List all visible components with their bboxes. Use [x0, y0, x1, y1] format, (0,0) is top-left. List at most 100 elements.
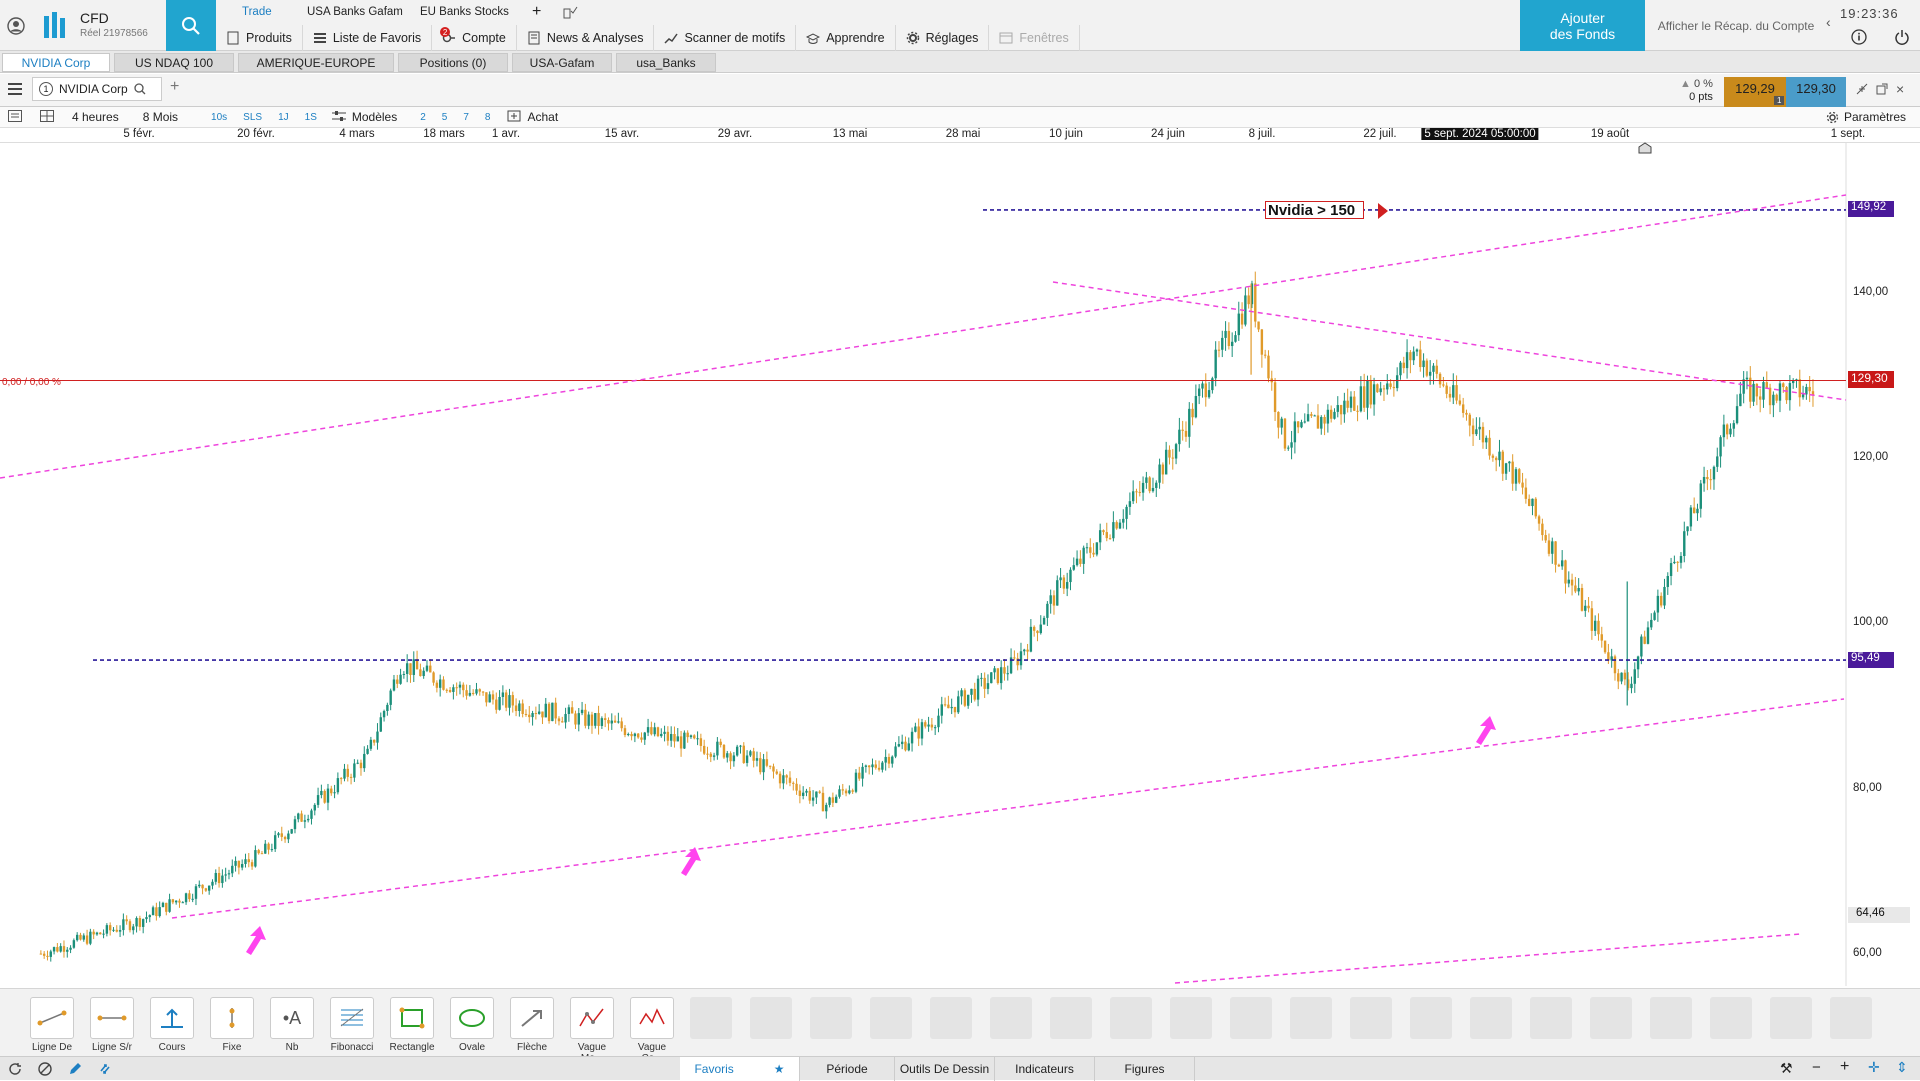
menu-produits[interactable]: Produits — [216, 25, 303, 51]
empty-tool-slot[interactable] — [1410, 997, 1452, 1039]
preset-5[interactable]: 5 — [441, 111, 448, 123]
pin-tab-icon[interactable] — [552, 0, 588, 24]
empty-tool-slot[interactable] — [930, 997, 972, 1039]
chart-canvas[interactable] — [0, 143, 1920, 986]
menu-scanner-motifs[interactable]: Scanner de motifs — [654, 25, 797, 51]
sync-icon[interactable] — [98, 1062, 112, 1079]
empty-tool-slot[interactable] — [870, 997, 912, 1039]
collapse-icon[interactable] — [1856, 83, 1868, 98]
price-chart[interactable]: Nvidia > 150 0,00 / 0,00 % 140,00 120,00… — [0, 143, 1920, 986]
tab-nvidia[interactable]: NVIDIA Corp — [2, 53, 110, 72]
timeframe-1j[interactable]: 1J — [278, 111, 289, 123]
tab-periode[interactable]: Période — [800, 1057, 895, 1081]
quick-tab-usa-banks-gafam[interactable]: USA Banks Gafam — [307, 6, 403, 18]
tool-sr-line[interactable]: Ligne S/r — [88, 997, 136, 1057]
crosshair-icon[interactable]: ✛ — [1868, 1059, 1880, 1075]
tool-fixed[interactable]: Fixe — [208, 997, 256, 1057]
timeframe-10s[interactable]: 10s — [211, 111, 228, 123]
quick-tab-trade[interactable]: Trade — [242, 6, 272, 18]
menu-news-analyses[interactable]: News & Analyses — [517, 25, 655, 51]
timeframe-1s[interactable]: 1S — [304, 111, 317, 123]
menu-fenetres[interactable]: Fenêtres — [989, 25, 1080, 51]
menu-apprendre[interactable]: Apprendre — [796, 25, 896, 51]
tab-indicateurs[interactable]: Indicateurs — [995, 1057, 1095, 1081]
add-tab-icon[interactable]: + — [532, 3, 542, 20]
empty-tool-slot[interactable] — [990, 997, 1032, 1039]
empty-tool-slot[interactable] — [750, 997, 792, 1039]
empty-tool-slot[interactable] — [1830, 997, 1872, 1039]
empty-tool-slot[interactable] — [1290, 997, 1332, 1039]
pencil-icon[interactable] — [68, 1062, 82, 1079]
empty-tool-slot[interactable] — [1770, 997, 1812, 1039]
empty-tool-slot[interactable] — [690, 997, 732, 1039]
tab-us-ndaq[interactable]: US NDAQ 100 — [114, 53, 234, 72]
tool-note[interactable]: •A Nb — [268, 997, 316, 1057]
close-icon[interactable]: × — [1896, 81, 1905, 97]
empty-tool-slot[interactable] — [1470, 997, 1512, 1039]
ask-price[interactable]: 129,30 — [1786, 77, 1846, 107]
tool-arrow[interactable]: Flèche — [508, 997, 556, 1057]
zoom-out-icon[interactable]: − — [1812, 1059, 1821, 1076]
preset-7[interactable]: 7 — [463, 111, 469, 123]
menu-reglages[interactable]: Réglages — [896, 25, 990, 51]
empty-tool-slot[interactable] — [1530, 997, 1572, 1039]
scroll-home-icon[interactable] — [1638, 142, 1652, 157]
empty-tool-slot[interactable] — [810, 997, 852, 1039]
popout-icon[interactable] — [1876, 83, 1888, 98]
tool-oval[interactable]: Ovale — [448, 997, 496, 1057]
interval-select[interactable]: 4 heures — [72, 110, 119, 124]
empty-tool-slot[interactable] — [1650, 997, 1692, 1039]
tool-trend-line[interactable]: Ligne De ... — [28, 997, 76, 1064]
empty-tool-slot[interactable] — [1230, 997, 1272, 1039]
tool-rectangle[interactable]: Rectangle — [388, 997, 436, 1057]
tool-fibonacci[interactable]: Fibonacci — [328, 997, 376, 1057]
list-view-icon[interactable] — [8, 109, 22, 125]
empty-tool-slot[interactable] — [1350, 997, 1392, 1039]
instrument-selector[interactable]: 1 NVIDIA Corp — [32, 77, 162, 101]
info-icon[interactable] — [1851, 29, 1867, 48]
tools-toggle-icon[interactable]: ⚒ — [1780, 1060, 1793, 1076]
hamburger-menu-icon[interactable] — [8, 83, 22, 98]
add-chart-icon[interactable]: + — [170, 78, 180, 95]
tab-favoris[interactable]: Favoris ★ — [680, 1057, 800, 1081]
add-funds-button[interactable]: Ajouter des Fonds — [1520, 0, 1645, 51]
empty-tool-slot[interactable] — [1050, 997, 1092, 1039]
power-icon[interactable] — [1894, 29, 1910, 48]
ban-icon[interactable] — [38, 1062, 52, 1079]
menu-liste-favoris[interactable]: Liste de Favoris — [303, 25, 433, 51]
preset-2[interactable]: 2 — [420, 111, 426, 123]
chevron-left-icon[interactable]: ‹ — [1826, 14, 1831, 30]
menu-compte[interactable]: 2 Compte — [432, 25, 517, 51]
tab-amerique-europe[interactable]: AMERIQUE-EUROPE — [238, 53, 394, 72]
buy-button[interactable]: Achat — [527, 110, 559, 124]
tab-positions[interactable]: Positions (0) — [398, 53, 508, 72]
candle-body — [465, 690, 468, 696]
empty-tool-slot[interactable] — [1590, 997, 1632, 1039]
chart-settings-button[interactable]: Paramètres — [1826, 110, 1906, 124]
tab-figures[interactable]: Figures — [1095, 1057, 1195, 1081]
tool-price[interactable]: Cours — [148, 997, 196, 1057]
tool-corrective-wave[interactable]: Vague Co... — [628, 997, 676, 1064]
candle-body — [1221, 337, 1224, 350]
bid-price[interactable]: 129,29 — [1724, 77, 1786, 107]
models-button[interactable]: Modèles — [351, 110, 398, 124]
tab-usa-gafam[interactable]: USA-Gafam — [512, 53, 612, 72]
zoom-in-icon[interactable]: + — [1840, 1058, 1850, 1075]
account-summary-link[interactable]: Afficher le Récap. du Compte — [1657, 18, 1815, 33]
timeframe-sls[interactable]: SLS — [243, 111, 263, 123]
empty-tool-slot[interactable] — [1710, 997, 1752, 1039]
fit-vertical-icon[interactable]: ⇕ — [1896, 1059, 1908, 1075]
refresh-icon[interactable] — [8, 1062, 22, 1079]
tab-usa-banks[interactable]: usa_Banks — [616, 53, 716, 72]
layout-icon[interactable] — [40, 109, 54, 125]
target-annotation[interactable]: Nvidia > 150 — [1265, 201, 1365, 219]
tool-motive-wave[interactable]: Vague Mo... — [568, 997, 616, 1064]
range-select[interactable]: 8 Mois — [142, 110, 179, 124]
quick-tab-eu-banks-stocks[interactable]: EU Banks Stocks — [420, 6, 509, 18]
search-button[interactable] — [166, 0, 216, 51]
preset-8[interactable]: 8 — [484, 111, 491, 123]
user-icon[interactable] — [0, 0, 32, 51]
tab-outils-dessin[interactable]: Outils De Dessin — [895, 1057, 995, 1081]
empty-tool-slot[interactable] — [1170, 997, 1212, 1039]
empty-tool-slot[interactable] — [1110, 997, 1152, 1039]
